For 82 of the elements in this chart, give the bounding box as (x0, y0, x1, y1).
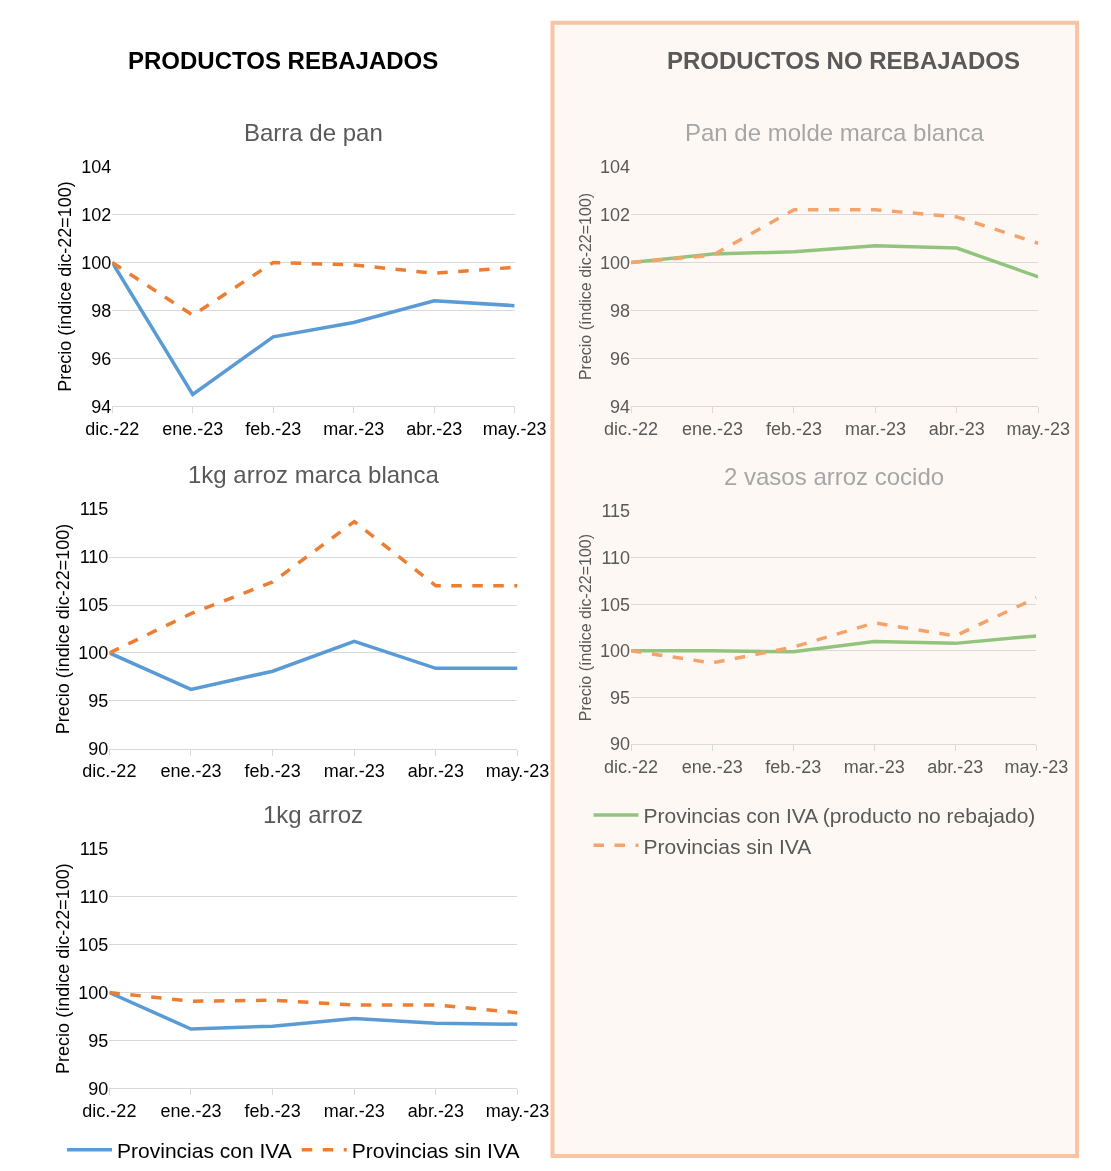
line-series (631, 634, 1037, 654)
legend-label: Provincias sin IVA (351, 1138, 520, 1162)
x-tick-label: feb.-23 (245, 418, 302, 439)
x-tick-label: abr.-23 (927, 756, 984, 777)
y-tick-label: 100 (81, 252, 112, 273)
y-axis-title: Precio (índice dic-22=100) (55, 181, 76, 392)
x-tick-label: feb.-23 (244, 761, 301, 782)
y-tick-label: 110 (601, 547, 631, 568)
y-tick-label: 94 (91, 396, 112, 417)
x-tick-label: mar.-23 (323, 418, 385, 439)
x-tick-label: may.-23 (482, 418, 547, 439)
y-tick-label: 96 (91, 348, 112, 369)
line-series (109, 639, 518, 692)
chart-title: 1kg arroz marca blanca (188, 461, 440, 488)
line-series (631, 207, 1039, 265)
y-tick-label: 100 (600, 641, 631, 662)
x-tick-label: feb.-23 (244, 1101, 301, 1122)
x-tick-label: mar.-23 (843, 756, 905, 777)
y-tick-label: 115 (601, 501, 631, 522)
y-tick-label: 115 (79, 839, 109, 859)
x-tick-label: feb.-23 (765, 756, 822, 777)
chart-title: Barra de pan (244, 119, 383, 146)
x-tick-label: ene.-23 (682, 418, 744, 439)
y-tick-label: 104 (600, 156, 631, 177)
x-tick-label: may.-23 (485, 1101, 550, 1122)
x-tick-label: mar.-23 (323, 1101, 385, 1122)
x-tick-label: dic.-22 (82, 761, 137, 782)
x-tick-label: abr.-23 (928, 418, 985, 439)
line-series (109, 519, 518, 655)
y-axis-title: Precio (índice dic-22=100) (576, 533, 594, 722)
y-tick-label: 100 (600, 252, 631, 273)
y-tick-label: 98 (91, 300, 112, 321)
y-tick-label: 105 (78, 595, 109, 616)
y-tick-label: 94 (610, 396, 631, 417)
legend-label: Provincias con IVA (producto no rebajado) (643, 804, 1036, 828)
y-tick-label: 95 (610, 687, 631, 708)
y-tick-label: 95 (88, 691, 109, 712)
x-tick-label: may.-23 (485, 761, 550, 782)
y-tick-label: 110 (79, 886, 109, 907)
y-tick-label: 95 (88, 1030, 109, 1051)
chart-title: 2 vasos arroz cocido (724, 463, 945, 490)
x-tick-label: mar.-23 (844, 418, 906, 439)
y-tick-label: 96 (610, 348, 631, 369)
x-tick-label: dic.-22 (604, 418, 659, 439)
y-axis-title: Precio (índice dic-22=100) (52, 523, 73, 735)
x-tick-label: may.-23 (1004, 756, 1069, 777)
y-tick-label: 100 (78, 982, 109, 1003)
x-tick-label: dic.-22 (82, 1101, 137, 1122)
x-tick-label: ene.-23 (160, 761, 222, 782)
y-tick-label: 110 (79, 547, 109, 568)
legend-label: Provincias con IVA (117, 1138, 292, 1162)
x-tick-label: may.-23 (1006, 418, 1071, 439)
chart-title: 1kg arroz (263, 801, 364, 828)
x-tick-label: mar.-23 (323, 761, 385, 782)
y-tick-label: 90 (88, 739, 109, 760)
y-tick-label: 115 (79, 499, 109, 520)
y-axis-title: Precio (índice dic-22=100) (52, 863, 73, 1074)
y-tick-label: 102 (81, 204, 112, 225)
x-tick-label: feb.-23 (765, 418, 823, 439)
x-tick-label: abr.-23 (406, 418, 463, 439)
y-tick-label: 90 (610, 734, 631, 755)
x-tick-label: ene.-23 (160, 1101, 222, 1122)
y-tick-label: 100 (78, 643, 109, 664)
text: PRODUCTOS NO REBAJADOS (667, 47, 1020, 74)
y-tick-label: 90 (88, 1078, 109, 1099)
y-tick-label: 98 (610, 300, 631, 321)
y-tick-label: 104 (81, 156, 112, 177)
y-axis-title: Precio (índice dic-22=100) (576, 192, 594, 381)
x-tick-label: abr.-23 (407, 1101, 464, 1122)
y-tick-label: 102 (600, 204, 631, 225)
x-tick-label: ene.-23 (162, 418, 224, 439)
line-series (109, 990, 518, 1015)
x-tick-label: dic.-22 (604, 756, 659, 777)
y-tick-label: 105 (78, 934, 109, 955)
line-series (631, 595, 1037, 665)
x-tick-label: abr.-23 (407, 761, 464, 782)
chart-title: Pan de molde marca blanca (685, 119, 985, 146)
y-tick-label: 105 (600, 594, 631, 615)
legend-label: Provincias sin IVA (643, 834, 812, 858)
x-tick-label: ene.-23 (681, 756, 743, 777)
x-tick-label: dic.-22 (85, 418, 140, 439)
text: PRODUCTOS REBAJADOS (128, 47, 439, 74)
